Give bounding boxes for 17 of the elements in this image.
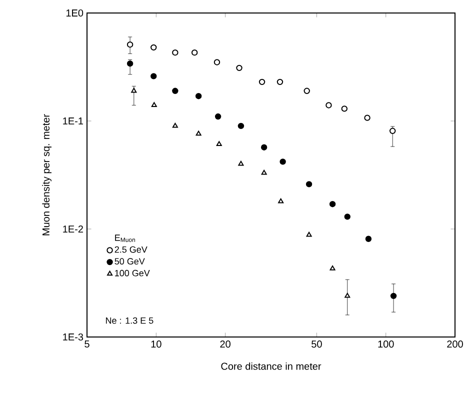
legend-title: E$_{Muon}$ <box>115 234 136 242</box>
x-tick-label: 100 <box>378 340 394 348</box>
y-tick-label: 1E-3 <box>63 333 84 341</box>
x-tick-label: 200 <box>447 340 463 348</box>
y-tick-label: 1E-2 <box>63 226 83 232</box>
y-tick-label: 1E-1 <box>63 118 83 124</box>
x-tick-label: 50 <box>312 340 322 348</box>
legend-label: 50 GeV <box>114 258 145 265</box>
annotation: Ne : 1.3 E 5 <box>106 317 154 324</box>
legend-label: 100 GeV <box>115 270 150 276</box>
y-tick-label: 1E0 <box>66 9 84 17</box>
x-tick-label: 10 <box>151 340 162 348</box>
x-tick-label: 20 <box>220 340 230 348</box>
y-axis-title: Muon density per sq. meter <box>42 114 52 236</box>
legend-label: 2.5 GeV <box>114 246 148 253</box>
x-axis-title: Core distance in meter <box>221 362 322 370</box>
x-tick-label: 5 <box>84 340 90 348</box>
